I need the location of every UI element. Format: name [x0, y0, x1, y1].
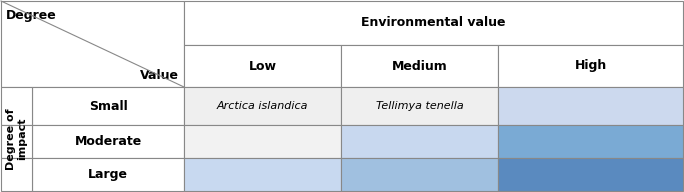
Bar — [184, 125, 341, 158]
Bar — [498, 125, 683, 158]
Text: Degree: Degree — [6, 9, 57, 22]
Bar — [341, 125, 498, 158]
Bar — [184, 45, 341, 87]
Bar — [1, 87, 32, 125]
Bar — [184, 1, 683, 45]
Bar — [341, 87, 498, 125]
Text: Low: Low — [248, 60, 276, 73]
Text: High: High — [575, 60, 607, 73]
Bar — [184, 87, 341, 125]
Text: Large: Large — [88, 168, 128, 181]
Text: Environmental value: Environmental value — [361, 17, 505, 30]
Bar — [32, 158, 184, 191]
Bar — [498, 158, 683, 191]
Bar — [341, 158, 498, 191]
Text: Tellimya tenella: Tellimya tenella — [376, 101, 463, 111]
Bar — [32, 125, 184, 158]
Bar — [498, 87, 683, 125]
Text: Moderate: Moderate — [75, 135, 142, 148]
Bar — [341, 45, 498, 87]
Text: Value: Value — [140, 69, 179, 82]
Bar — [1, 1, 184, 87]
Bar — [498, 45, 683, 87]
Text: Small: Small — [89, 99, 127, 113]
Text: Medium: Medium — [392, 60, 447, 73]
Bar — [184, 158, 341, 191]
Text: Degree of
impact: Degree of impact — [5, 108, 27, 170]
Text: Arctica islandica: Arctica islandica — [217, 101, 308, 111]
Bar — [1, 125, 32, 158]
Bar — [32, 87, 184, 125]
Bar — [1, 158, 32, 191]
